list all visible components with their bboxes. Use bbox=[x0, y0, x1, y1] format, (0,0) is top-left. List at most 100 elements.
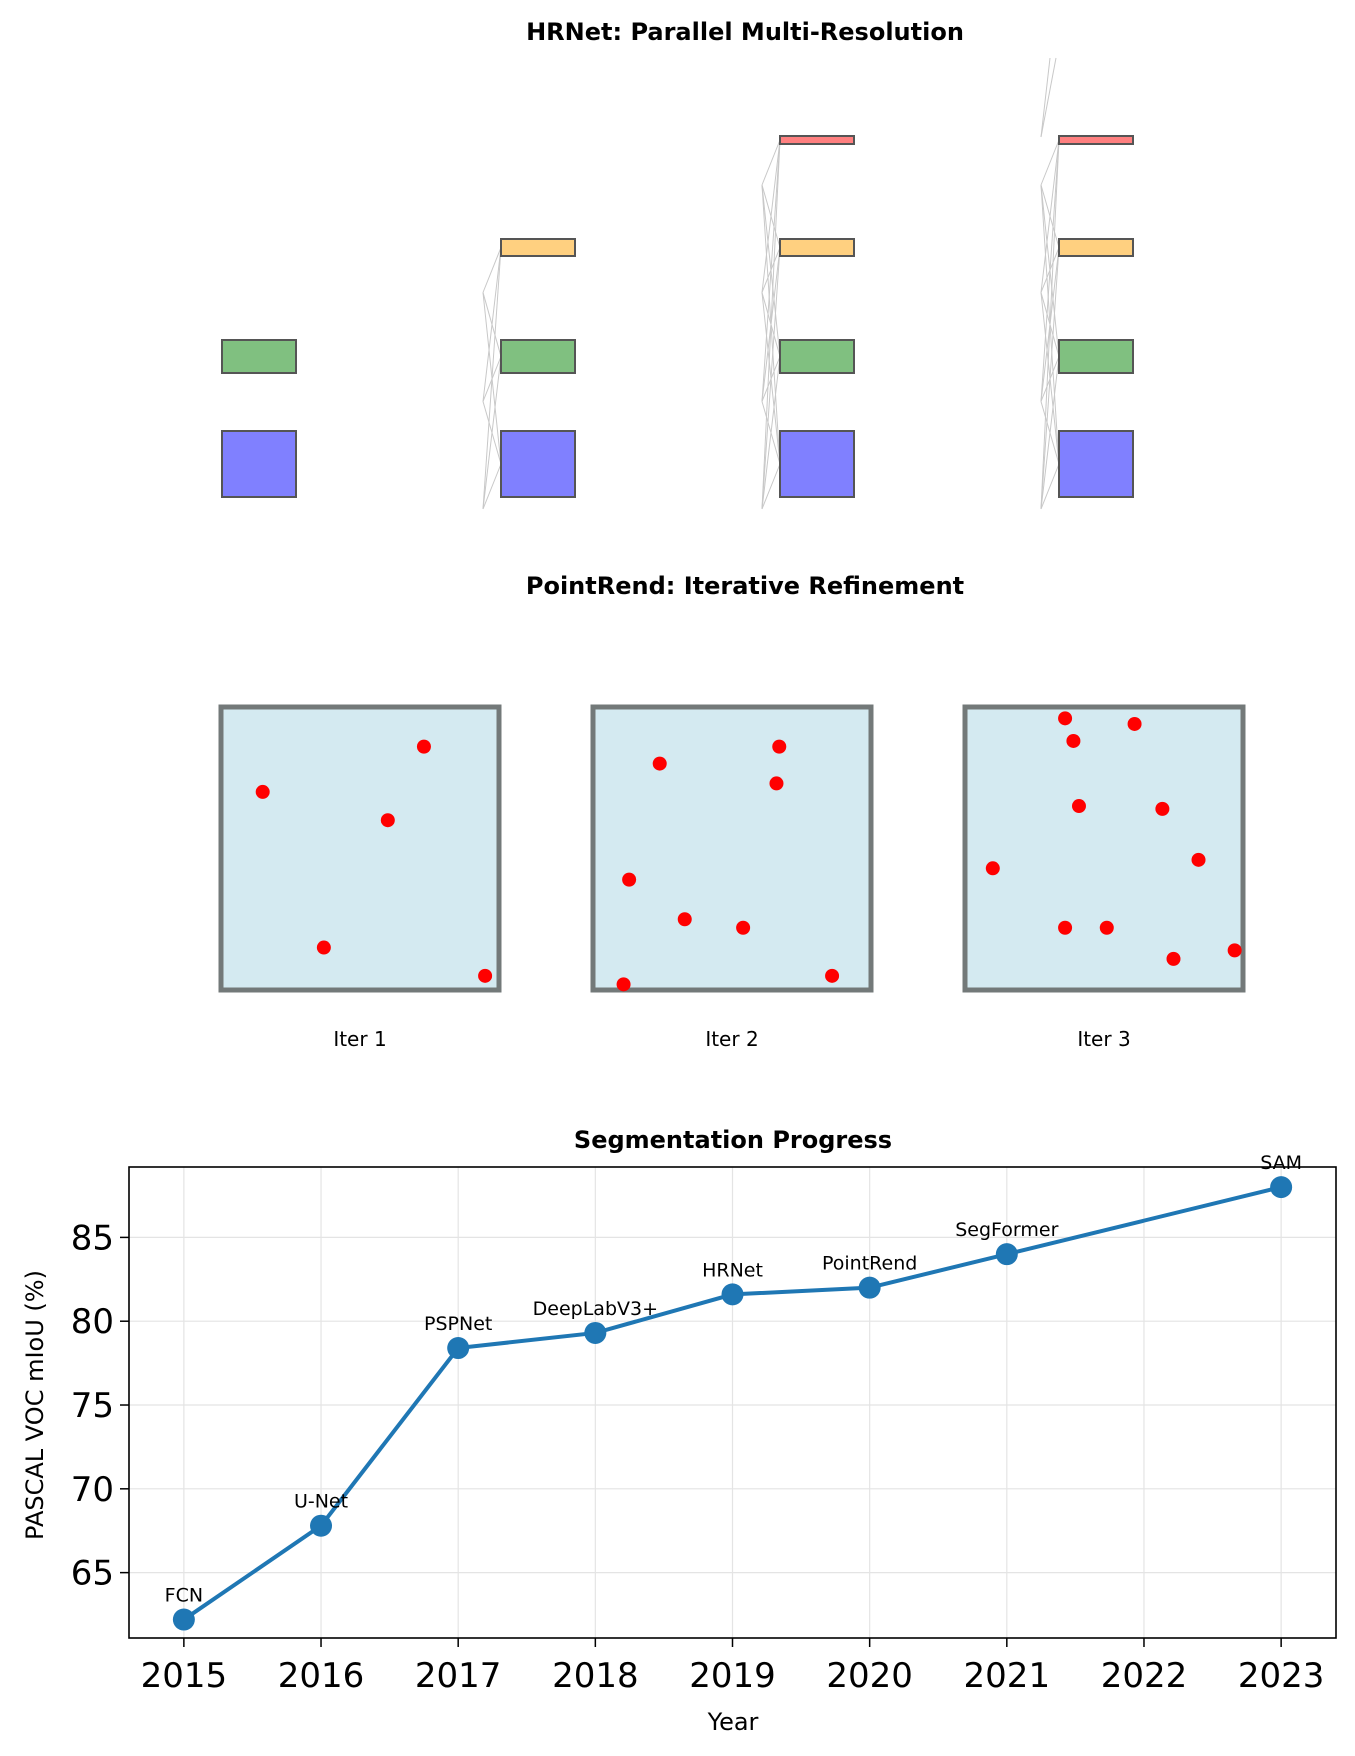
hrnet-connection bbox=[1040, 292, 1060, 465]
refinement-point bbox=[255, 784, 270, 799]
segmentation-progress-chart: Segmentation Progress 2015 2016 2017 2018 20… bbox=[21, 1126, 1337, 1736]
x-tick-label: 2020 bbox=[826, 1656, 913, 1696]
hrnet-connection bbox=[761, 184, 781, 357]
data-point bbox=[858, 1276, 881, 1299]
y-tick-label: 80 bbox=[71, 1302, 114, 1342]
data-label: HRNet bbox=[702, 1259, 763, 1281]
hrnet-block-blue bbox=[500, 430, 576, 498]
pointrend-panel-label: Iter 2 bbox=[705, 1027, 758, 1051]
refinement-point bbox=[1099, 920, 1114, 935]
hrnet-blocks bbox=[221, 135, 1134, 498]
refinement-point bbox=[677, 912, 692, 927]
refinement-point bbox=[1227, 943, 1242, 958]
hrnet-connection bbox=[761, 463, 781, 510]
refinement-point bbox=[1127, 716, 1142, 731]
refinement-point bbox=[1166, 951, 1181, 966]
refinement-point bbox=[316, 940, 331, 955]
y-tick-label: 75 bbox=[71, 1386, 114, 1426]
axis-ticks: 2015 2016 2017 2018 2019 2020 2021 2022 2023 65 70… bbox=[71, 1218, 1325, 1696]
hrnet-connection bbox=[482, 292, 502, 465]
hrnet-block-green bbox=[779, 339, 855, 374]
refinement-point bbox=[380, 813, 395, 828]
x-tick-label: 2022 bbox=[1101, 1656, 1188, 1696]
data-label: PointRend bbox=[822, 1253, 917, 1275]
refinement-point bbox=[1058, 711, 1073, 726]
pointrend-panel-label: Iter 3 bbox=[1077, 1027, 1130, 1051]
hrnet-block-green bbox=[221, 339, 297, 374]
hrnet-connections bbox=[482, 57, 1060, 510]
hrnet-block-blue bbox=[779, 430, 855, 498]
refinement-point bbox=[985, 861, 1000, 876]
data-label: FCN bbox=[165, 1585, 203, 1607]
hrnet-connection bbox=[482, 247, 502, 293]
y-axis-label: PASCAL VOC mIoU (%) bbox=[21, 1270, 49, 1540]
series-line bbox=[182, 1185, 1282, 1622]
hrnet-connection bbox=[1040, 463, 1060, 510]
x-tick-label: 2019 bbox=[689, 1656, 776, 1696]
data-point bbox=[584, 1321, 607, 1344]
refinement-point bbox=[1066, 733, 1081, 748]
pointrend-panel-1 bbox=[218, 704, 502, 993]
pointrend-panels: Iter 1 Iter 2 Iter 3 bbox=[218, 704, 1246, 1051]
x-tick-label: 2023 bbox=[1238, 1656, 1325, 1696]
hrnet-diagram: HRNet: Parallel Multi-Resolution bbox=[221, 18, 1134, 510]
pointrend-panel-3 bbox=[962, 704, 1246, 993]
refinement-point bbox=[622, 872, 637, 887]
refinement-point bbox=[1071, 799, 1086, 814]
refinement-point bbox=[616, 977, 631, 992]
x-tick-label: 2018 bbox=[552, 1656, 639, 1696]
refinement-point bbox=[1191, 852, 1206, 867]
x-tick-label: 2021 bbox=[964, 1656, 1051, 1696]
hrnet-block-orange bbox=[1058, 238, 1134, 257]
hrnet-connection bbox=[1040, 184, 1060, 465]
x-tick-label: 2017 bbox=[415, 1656, 502, 1696]
refinement-point bbox=[478, 968, 493, 983]
hrnet-connection bbox=[761, 184, 781, 465]
refinement-point bbox=[825, 968, 840, 983]
hrnet-title: HRNet: Parallel Multi-Resolution bbox=[526, 18, 964, 46]
hrnet-connection bbox=[482, 463, 502, 510]
refinement-point bbox=[1058, 920, 1073, 935]
data-label: SegFormer bbox=[955, 1219, 1058, 1241]
pointrend-title: PointRend: Iterative Refinement bbox=[526, 572, 964, 600]
point-annotations: FCN U-Net PSPNet DeepLabV3+ HRNet PointRend Se… bbox=[165, 1152, 1302, 1606]
y-tick-label: 70 bbox=[71, 1470, 114, 1510]
hrnet-block-orange bbox=[500, 238, 576, 257]
data-label: SAM bbox=[1260, 1152, 1302, 1174]
hrnet-connection bbox=[1040, 139, 1060, 186]
data-point bbox=[172, 1608, 195, 1631]
hrnet-block-blue bbox=[221, 430, 297, 498]
hrnet-connection bbox=[1040, 57, 1051, 138]
refinement-point bbox=[769, 776, 784, 791]
y-tick-label: 85 bbox=[71, 1218, 114, 1258]
hrnet-connection bbox=[761, 139, 781, 186]
hrnet-block-orange bbox=[779, 238, 855, 257]
data-point bbox=[310, 1514, 333, 1537]
hrnet-block-red bbox=[1058, 135, 1134, 145]
pointrend-panel-label: Iter 1 bbox=[333, 1027, 386, 1051]
hrnet-connection bbox=[761, 401, 781, 465]
hrnet-connection bbox=[1040, 57, 1057, 138]
hrnet-connection bbox=[1040, 184, 1060, 357]
data-label: DeepLabV3+ bbox=[533, 1298, 658, 1320]
hrnet-connection bbox=[761, 184, 781, 248]
hrnet-block-blue bbox=[1058, 430, 1134, 498]
hrnet-connection bbox=[761, 292, 781, 465]
hrnet-block-green bbox=[500, 339, 576, 374]
hrnet-connection bbox=[482, 292, 502, 357]
hrnet-connection bbox=[482, 401, 502, 465]
plot-frame bbox=[128, 1166, 1337, 1639]
data-label: U-Net bbox=[294, 1491, 348, 1513]
refinement-point bbox=[736, 920, 751, 935]
refinement-point bbox=[772, 739, 787, 754]
hrnet-block-red bbox=[779, 135, 855, 145]
data-point bbox=[995, 1243, 1018, 1266]
x-tick-label: 2015 bbox=[141, 1656, 228, 1696]
line-chart-title: Segmentation Progress bbox=[574, 1126, 892, 1154]
refinement-point bbox=[1155, 801, 1170, 816]
x-tick-label: 2016 bbox=[278, 1656, 365, 1696]
grid bbox=[129, 1167, 1336, 1638]
x-axis-label: Year bbox=[707, 1708, 759, 1736]
hrnet-connection bbox=[1040, 401, 1060, 465]
